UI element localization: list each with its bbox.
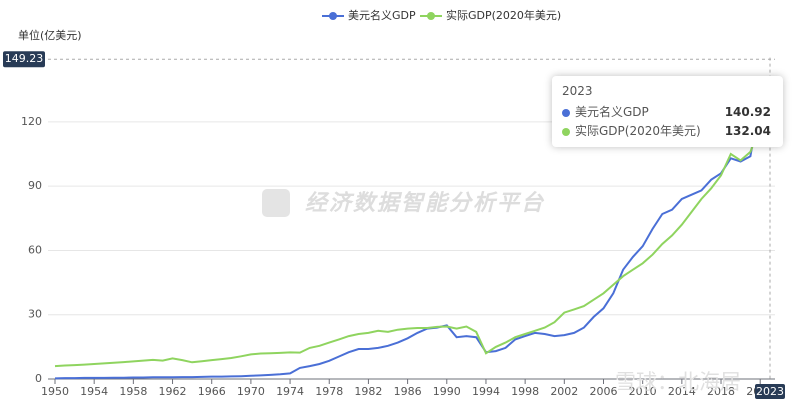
x-tick-label: 1958 bbox=[119, 385, 147, 398]
y-tick-label: 90 bbox=[28, 179, 42, 192]
tooltip-dot bbox=[562, 108, 570, 117]
y-tick-label: 60 bbox=[28, 243, 42, 256]
legend-icon bbox=[427, 12, 435, 20]
pointer-label-box bbox=[755, 384, 785, 399]
x-tick-label: 1978 bbox=[315, 385, 343, 398]
tooltip-name: 实际GDP(2020年美元) bbox=[575, 124, 701, 138]
x-tick-label: 1994 bbox=[472, 385, 500, 398]
legend-item: 实际GDP(2020年美元) bbox=[420, 8, 561, 22]
x-tick-label: 2018 bbox=[707, 385, 735, 398]
x-tick-label: 1974 bbox=[276, 385, 304, 398]
pointer-label: 2023 bbox=[756, 385, 784, 398]
x-tick-label: 1990 bbox=[433, 385, 461, 398]
x-tick-label: 2014 bbox=[668, 385, 696, 398]
x-tick-label: 2002 bbox=[550, 385, 578, 398]
tooltip-value: 132.04 bbox=[724, 124, 771, 138]
x-tick-label: 1986 bbox=[394, 385, 422, 398]
x-tick-label: 1954 bbox=[80, 385, 108, 398]
y-tick-label: 30 bbox=[28, 308, 42, 321]
legend-label: 美元名义GDP bbox=[348, 8, 416, 22]
y-axis-label: 单位(亿美元) bbox=[18, 28, 82, 42]
y-tick-label: 120 bbox=[21, 115, 42, 128]
pointer-label-box bbox=[3, 51, 45, 68]
tooltip-value: 140.92 bbox=[724, 105, 771, 119]
watermark-logo bbox=[262, 189, 290, 217]
x-tick-label: 2010 bbox=[629, 385, 657, 398]
legend-label: 实际GDP(2020年美元) bbox=[446, 8, 561, 22]
line bbox=[54, 76, 771, 380]
legend-icon bbox=[329, 12, 337, 20]
x-tick-label: 1966 bbox=[198, 385, 226, 398]
x-tick-label: 1962 bbox=[159, 385, 187, 398]
watermark: 经济数据智能分析平台 bbox=[305, 190, 545, 216]
tooltip-title: 2023 bbox=[562, 84, 593, 98]
watermark: 雪球：北海居 bbox=[615, 370, 741, 394]
tooltip-row: 实际GDP(2020年美元) 132.04 bbox=[562, 122, 771, 140]
tooltip-row: 美元名义GDP 140.92 bbox=[562, 103, 771, 121]
x-tick-label: 1970 bbox=[237, 385, 265, 398]
tooltip-name: 美元名义GDP bbox=[575, 105, 649, 119]
x-tick-label: 1982 bbox=[354, 385, 382, 398]
x-tick-label: 2006 bbox=[589, 385, 617, 398]
x-tick-label: 1950 bbox=[41, 385, 69, 398]
legend-item: 美元名义GDP bbox=[322, 8, 416, 22]
y-tick-label: 0 bbox=[35, 372, 42, 385]
tooltip: 2023 美元名义GDP 140.92 实际GDP(2020年美元) 132.04 bbox=[552, 76, 783, 147]
pointer-label: 149.23 bbox=[5, 52, 44, 65]
line bbox=[54, 95, 771, 368]
tooltip-dot bbox=[562, 127, 570, 136]
x-tick-label: 1998 bbox=[511, 385, 539, 398]
